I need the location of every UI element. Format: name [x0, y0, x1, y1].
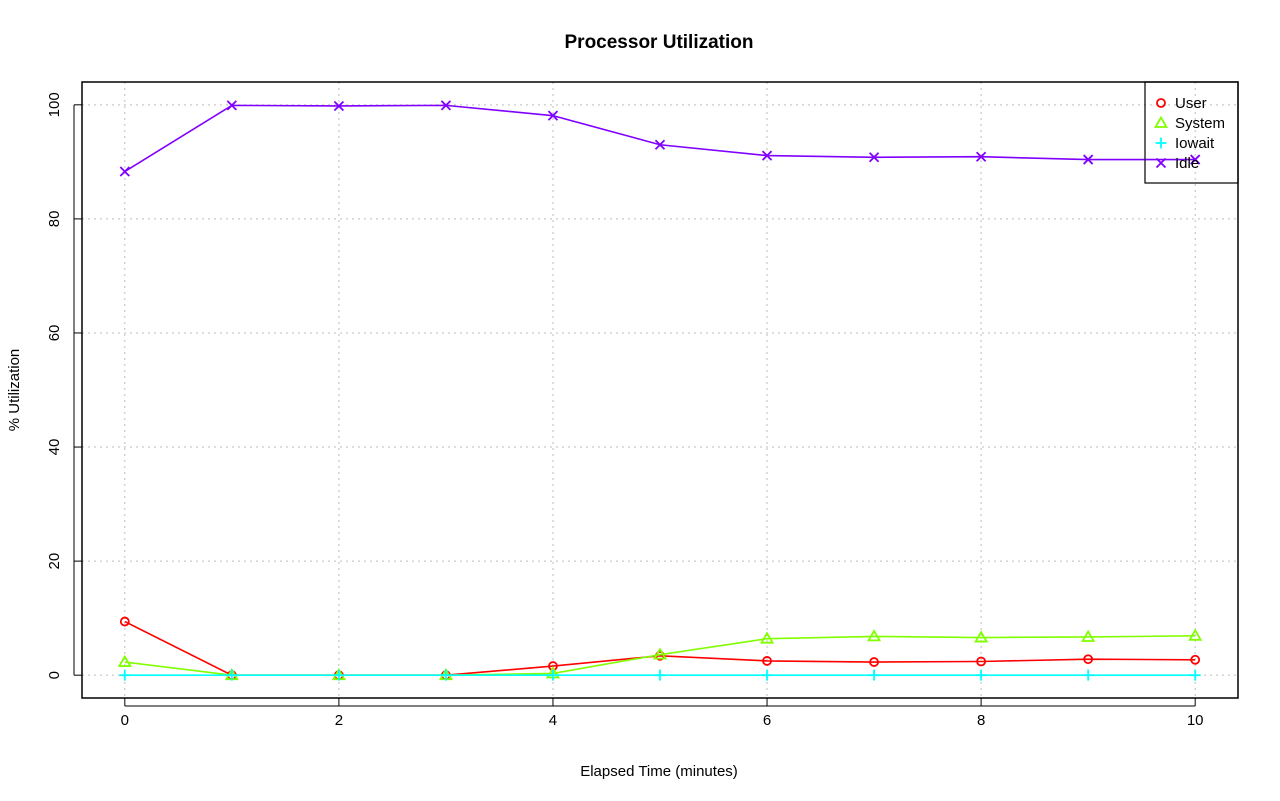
series-idle [119, 100, 1201, 177]
series-idle-line [124, 104, 1196, 173]
legend-label-idle: Idle [1175, 155, 1199, 172]
series-system-point [117, 654, 132, 667]
series-idle-point [975, 151, 987, 162]
series-system-point [652, 647, 668, 660]
y-tick-label: 0 [46, 671, 63, 679]
series-system-point [867, 629, 882, 642]
x-tick-label: 8 [977, 712, 985, 729]
series-user-point [762, 656, 772, 666]
series-idle-point [333, 100, 345, 112]
series-idle-point [226, 100, 237, 111]
x-tick-label: 10 [1187, 712, 1204, 729]
series-iowait [119, 669, 1201, 681]
series-layer [117, 100, 1203, 681]
y-tick-label: 20 [46, 553, 63, 570]
y-axis-label: % Utilization [6, 349, 23, 432]
legend-marker-idle [1155, 157, 1167, 169]
series-idle-point [868, 152, 880, 163]
legend-marker-system [1153, 115, 1169, 128]
y-tick-label: 80 [46, 211, 63, 228]
series-idle-point [654, 139, 666, 150]
x-tick-label: 6 [763, 712, 771, 729]
chart-title: Processor Utilization [565, 32, 754, 53]
y-tick-label: 100 [46, 92, 63, 117]
y-tick-label: 60 [46, 325, 63, 342]
x-tick-label: 0 [121, 712, 129, 729]
series-iowait-point [333, 669, 345, 681]
series-iowait-point [654, 669, 666, 681]
series-system-point [1081, 629, 1096, 642]
legend-item-system: System [1153, 115, 1225, 132]
y-axis: 0 20 40 60 80 100 [46, 92, 82, 679]
series-user-point [1083, 654, 1094, 665]
series-iowait-point [1082, 669, 1094, 681]
series-idle-point [1083, 154, 1094, 165]
legend-item-idle: Idle [1155, 155, 1199, 172]
series-iowait-point [868, 669, 880, 681]
plot-frame [81, 81, 1239, 699]
series-system-point [759, 631, 775, 644]
x-axis: 0 2 4 6 8 10 [121, 698, 1204, 729]
series-user-point [976, 656, 987, 667]
y-tick-label: 40 [46, 439, 63, 456]
series-iowait-point [975, 669, 987, 681]
series-system-point [1188, 628, 1203, 641]
series-iowait-point [119, 669, 131, 681]
x-axis-label: Elapsed Time (minutes) [580, 763, 738, 780]
series-user-point [1190, 654, 1201, 665]
legend-item-user: User [1156, 95, 1207, 112]
legend-item-iowait: Iowait [1155, 135, 1215, 152]
legend-label-system: System [1175, 115, 1225, 132]
legend-box [1144, 81, 1239, 184]
series-iowait-point [547, 669, 559, 681]
series-iowait-point [761, 669, 773, 681]
series-idle-point [119, 166, 130, 177]
series-idle-point [761, 150, 773, 161]
legend-label-user: User [1175, 95, 1207, 112]
x-tick-label: 4 [549, 712, 557, 729]
series-iowait-point [226, 669, 238, 681]
grid [82, 82, 1238, 698]
series-iowait-point [440, 669, 452, 681]
series-idle-point [547, 110, 559, 121]
legend: User System Iowait Idle [1144, 81, 1239, 184]
series-idle-point [440, 100, 452, 111]
series-user-point [119, 616, 130, 627]
series-idle-point [1190, 154, 1201, 165]
legend-marker-iowait [1155, 137, 1167, 149]
x-tick-label: 2 [335, 712, 343, 729]
series-system-point [974, 630, 989, 643]
legend-label-iowait: Iowait [1175, 135, 1215, 152]
legend-marker-user [1156, 98, 1166, 108]
series-iowait-point [1189, 669, 1201, 681]
series-user-point [869, 657, 879, 667]
